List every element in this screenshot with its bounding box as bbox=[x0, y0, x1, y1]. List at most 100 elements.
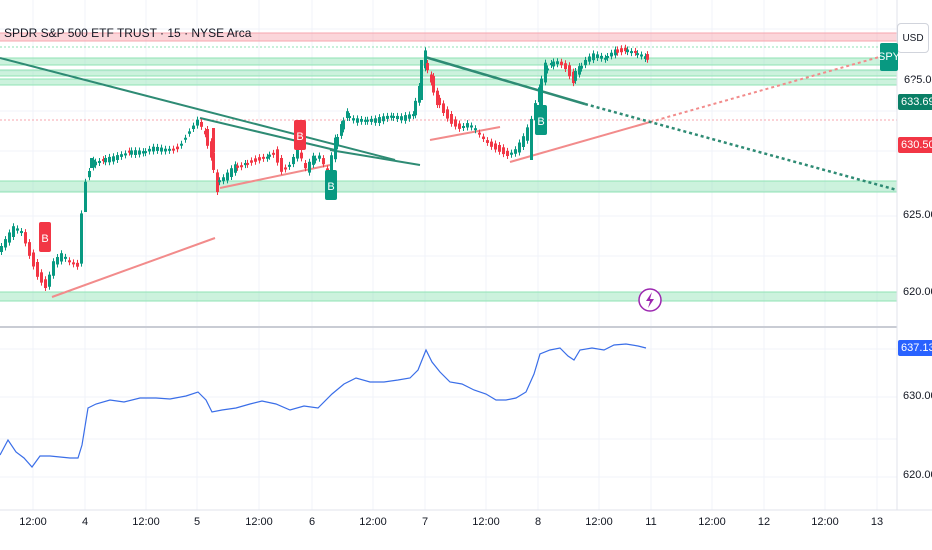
candle-body bbox=[20, 231, 23, 234]
candle-body bbox=[424, 50, 427, 69]
candle-body bbox=[236, 165, 239, 168]
signal-marker: B bbox=[535, 105, 547, 135]
trend-line bbox=[429, 126, 501, 141]
trend-line bbox=[424, 55, 586, 106]
signal-marker-label: B bbox=[327, 181, 334, 193]
candle-body bbox=[104, 157, 107, 163]
candle-body bbox=[52, 261, 55, 276]
candle-body bbox=[48, 274, 51, 287]
candle-body bbox=[442, 103, 445, 113]
candle-body bbox=[616, 49, 619, 53]
candle-body bbox=[152, 146, 155, 152]
candle-body bbox=[636, 53, 639, 56]
candle-body bbox=[312, 155, 315, 165]
candle-body bbox=[300, 152, 303, 159]
candle-body bbox=[624, 47, 627, 52]
chart-title: SPDR S&P 500 ETF TRUST · 15 · NYSE Arca bbox=[4, 26, 252, 40]
candle-body bbox=[120, 154, 123, 157]
candle-body bbox=[330, 155, 333, 178]
candle-body bbox=[630, 51, 633, 54]
time-tick: 12:00 bbox=[811, 516, 839, 528]
time-tick: 8 bbox=[534, 516, 542, 528]
candle-body bbox=[614, 49, 617, 56]
support-resistance-zones bbox=[0, 32, 897, 302]
candle-body bbox=[148, 148, 151, 152]
candle-body bbox=[364, 119, 367, 122]
candle-body bbox=[458, 123, 461, 129]
candle-body bbox=[644, 56, 647, 59]
signal-marker: B bbox=[294, 120, 306, 150]
candle-body bbox=[438, 97, 441, 106]
candle-body bbox=[584, 59, 587, 66]
candle-body bbox=[88, 171, 91, 178]
candle-body bbox=[462, 125, 465, 129]
candle-body bbox=[44, 279, 47, 289]
time-tick: 12:00 bbox=[585, 516, 613, 528]
candle-body bbox=[204, 130, 207, 135]
candle-body bbox=[414, 100, 417, 116]
candle-body bbox=[138, 150, 141, 155]
candle-body bbox=[490, 141, 493, 147]
candle-body bbox=[506, 150, 509, 157]
signal-marker-body bbox=[535, 105, 547, 135]
time-tick: 12:00 bbox=[359, 516, 387, 528]
price-zone bbox=[0, 181, 897, 192]
candle-body bbox=[142, 151, 145, 154]
candle-body bbox=[606, 56, 609, 59]
time-tick: 12:00 bbox=[698, 516, 726, 528]
candle-body bbox=[92, 159, 95, 168]
signal-marker-label: B bbox=[41, 233, 48, 245]
candle-body bbox=[76, 262, 79, 267]
candle-body bbox=[128, 150, 131, 153]
candle-body bbox=[556, 61, 559, 65]
candle-body bbox=[216, 172, 219, 193]
candle-body bbox=[494, 143, 497, 150]
candle-body bbox=[604, 57, 607, 60]
candle-body bbox=[226, 172, 229, 181]
candle-body bbox=[272, 152, 275, 155]
trend-lines bbox=[0, 51, 898, 298]
candle-body bbox=[386, 115, 389, 119]
candle-body bbox=[596, 54, 599, 58]
time-tick: 7 bbox=[421, 516, 429, 528]
candle-body bbox=[588, 56, 591, 62]
candle-body bbox=[218, 180, 221, 183]
indicator-tick-630: 630.00 bbox=[903, 390, 932, 402]
candle-body bbox=[188, 131, 191, 134]
candle-body bbox=[102, 159, 105, 162]
candle-body bbox=[116, 155, 119, 160]
candle-body bbox=[196, 119, 199, 126]
candle-body bbox=[518, 142, 521, 153]
candle-body bbox=[134, 150, 137, 155]
time-tick: 12:00 bbox=[19, 516, 47, 528]
candle-body bbox=[502, 147, 505, 155]
signal-marker: B bbox=[325, 170, 337, 200]
candle-body bbox=[352, 118, 355, 121]
lightning-icon[interactable] bbox=[638, 288, 662, 312]
candle-body bbox=[168, 148, 171, 151]
time-tick: 11 bbox=[645, 516, 657, 528]
candle-body bbox=[266, 156, 269, 159]
candle-body bbox=[246, 162, 249, 165]
signal-marker-body bbox=[294, 120, 306, 150]
candle-body bbox=[160, 147, 163, 152]
candle-body bbox=[340, 124, 343, 136]
candle-body bbox=[210, 141, 213, 158]
candle-body bbox=[610, 52, 613, 57]
price-zone bbox=[0, 58, 897, 65]
candle-body bbox=[578, 66, 581, 75]
currency-button[interactable]: USD bbox=[897, 23, 929, 53]
trend-line bbox=[649, 51, 898, 123]
candle-body bbox=[180, 143, 183, 146]
price-badge-green: 633.69 bbox=[898, 94, 932, 110]
candle-body bbox=[646, 54, 649, 60]
candle-body bbox=[280, 158, 283, 172]
candle-body bbox=[446, 109, 449, 119]
candle-body bbox=[234, 164, 237, 173]
candle-body bbox=[304, 162, 307, 169]
candle-body bbox=[360, 118, 363, 122]
candle-body bbox=[36, 262, 39, 277]
time-tick: 12:00 bbox=[472, 516, 500, 528]
candle-body bbox=[392, 115, 395, 118]
